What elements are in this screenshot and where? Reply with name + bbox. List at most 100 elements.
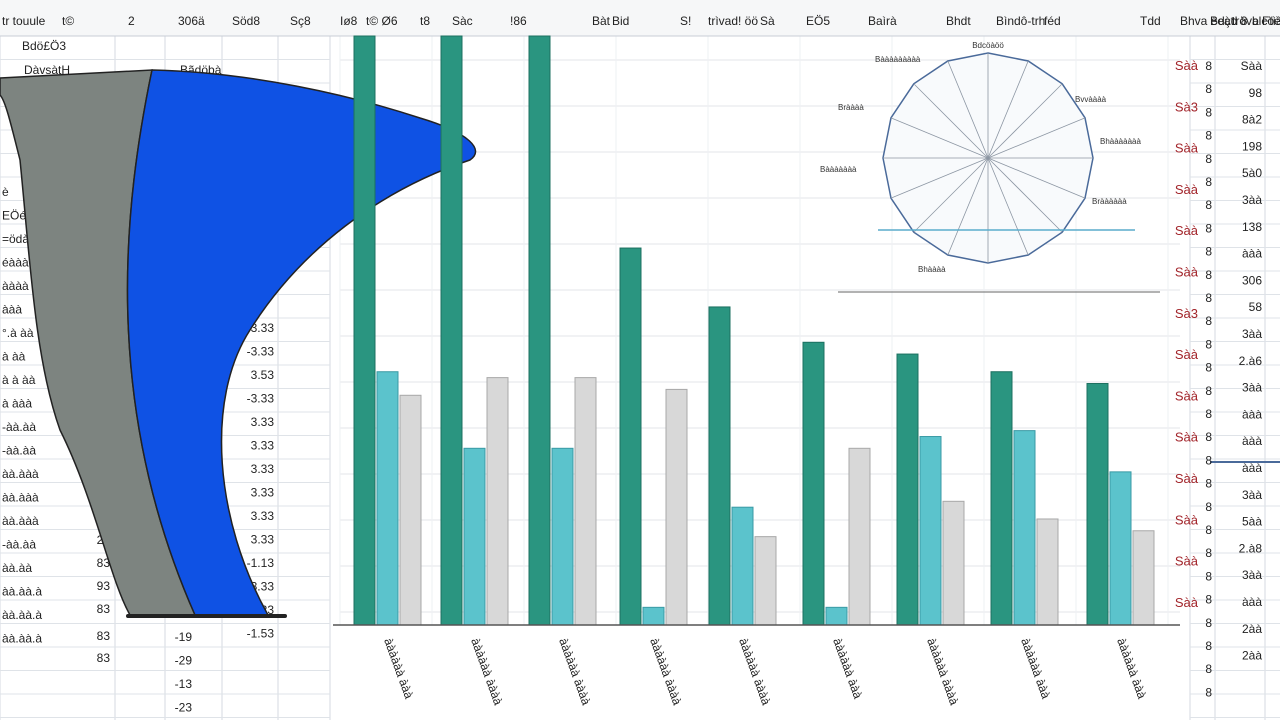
right-red-cell: Sàà: [1175, 430, 1199, 445]
bar-s2-c6: [825, 606, 848, 626]
col-a-cell: àà.ààà: [2, 514, 39, 528]
col-d-cell: 3.33: [251, 533, 275, 547]
header-cell-text: EÖ5: [806, 14, 830, 28]
right-col2-cell: ààà: [1242, 247, 1262, 261]
x-tick-label: àààààà ààà: [1018, 636, 1053, 701]
right-col1-cell: 8: [1205, 337, 1212, 351]
col-d-cell: -1.53: [247, 627, 275, 641]
header-cell-text: Bàt: [592, 14, 611, 28]
right-col2-cell: 8à2: [1242, 113, 1262, 127]
right-col1-cell: 8: [1205, 616, 1212, 630]
x-tick-label: àààààà àààà: [736, 636, 773, 707]
right-red-cell: Sàà: [1175, 141, 1199, 156]
x-tick-label: àààààà ààà: [830, 636, 865, 701]
col-a-cell: àà.ààà: [2, 491, 39, 505]
col-a-cell: àà.àà: [2, 561, 32, 575]
funnel-chart: [0, 69, 477, 618]
right-col1-cell: 8: [1205, 546, 1212, 560]
col-d-cell: -3.33: [247, 345, 275, 359]
col-b-cell: 83: [97, 629, 111, 643]
bar-s1-c4: [619, 247, 642, 626]
bar-s1-c6: [802, 341, 825, 626]
header-cell-text: Sàc: [452, 14, 473, 28]
right-red-cell: Sàà: [1175, 182, 1199, 197]
bar-s3-c5: [754, 536, 777, 626]
right-red-cell: Sàà: [1175, 554, 1199, 569]
right-col2-cell: 2àà: [1242, 622, 1262, 636]
header-cell-text: Bhva éeàd 8: [1180, 14, 1248, 28]
right-columns: Sàà Sà3 Sàà Sàà Sàà Sàà Sà3 Sàà Sàà Sàà Sàà Sàà Sàà S…: [1175, 58, 1262, 699]
bar-s3-c8: [1036, 518, 1059, 626]
bar-s3-c7: [942, 500, 965, 626]
header-cell-text: Bid: [612, 14, 629, 28]
col-a-cell: àà.àà.à: [2, 632, 42, 646]
bar-s2-c1: [376, 371, 399, 626]
col-c-cell: -13: [175, 677, 193, 691]
header-cell-text: !86: [510, 14, 527, 28]
radar-spoke: [987, 60, 1029, 159]
col-b-cell: 83: [97, 651, 111, 665]
radar-spoke: [987, 157, 1029, 256]
bar-s2-c8: [1013, 430, 1036, 626]
right-col1-cell: 8: [1205, 500, 1212, 514]
right-col2-cell: 198: [1242, 139, 1262, 153]
right-col2-cell: 3àà: [1242, 193, 1262, 207]
right-red-cell: Sàà: [1175, 388, 1199, 403]
x-tick-label: àààààà àààà: [468, 636, 505, 707]
bar-s2-c4: [642, 606, 665, 626]
right-col1-cell: 8: [1205, 523, 1212, 537]
col-d-cell: 3.33: [251, 439, 275, 453]
col-a-cell: éààà: [2, 256, 29, 270]
col-a-cell: -àà.àà: [2, 420, 36, 434]
right-col2-cell: Sàà: [1241, 59, 1263, 73]
radar-spoke: [947, 60, 989, 159]
right-col1-cell: 8: [1205, 291, 1212, 305]
right-red-cell: Sàà: [1175, 595, 1199, 610]
bar-s1-c1: [353, 35, 376, 626]
header-cell-text: Baìrà: [868, 14, 897, 28]
right-col2-cell: 58: [1249, 300, 1263, 314]
right-col2-cell: ààà: [1242, 407, 1262, 421]
radar-spoke: [987, 117, 1086, 159]
bar-s2-c2: [463, 447, 486, 626]
header-cell-text: t©: [62, 14, 74, 28]
col-a-cell: àà.àà.à: [2, 608, 42, 622]
right-col1-cell: 8: [1205, 59, 1212, 73]
bar-s3-c9: [1132, 530, 1155, 626]
header-cell-text: Tdd: [1140, 14, 1161, 28]
col-a-cell: àààà: [2, 279, 29, 293]
col-d-cell: -3.33: [247, 392, 275, 406]
header-cell-text: t8: [420, 14, 430, 28]
right-col1-cell: 8: [1205, 314, 1212, 328]
header-cell-text: 306ä: [178, 14, 205, 28]
subheader-text: DàvsàtH: [24, 63, 70, 77]
col-c-cell: -19: [175, 630, 193, 644]
col-a-cell: à à àà: [2, 373, 36, 387]
right-col2-cell: 5àà: [1242, 515, 1262, 529]
right-red-cell: Sàà: [1175, 347, 1199, 362]
col-d-cell: 3.53: [251, 368, 275, 382]
radar-axis-label: Bdcöàöö: [972, 41, 1004, 50]
right-col1-cell: 8: [1205, 453, 1212, 467]
bar-s2-c7: [919, 436, 942, 626]
header-cell-text: féd: [1044, 14, 1061, 28]
right-col1-cell: 8: [1205, 105, 1212, 119]
right-col1-cell: 8: [1205, 407, 1212, 421]
right-col2-cell: 3àà: [1242, 488, 1262, 502]
header-cell-text: tröva Ftìàtí: [1232, 14, 1280, 28]
right-col2-cell: 2.à6: [1239, 354, 1263, 368]
header-cell-text: S!: [680, 14, 691, 28]
radar-axis-label: Bràààààà: [1092, 197, 1127, 206]
x-tick-label: àààààà àààà: [647, 636, 684, 707]
x-tick-label: àààààà àààà: [924, 636, 961, 707]
col-a-cell: è: [2, 185, 9, 199]
header-cell-text: Sç8: [290, 14, 311, 28]
bar-s2-c3: [551, 447, 574, 626]
radar-spoke: [913, 83, 989, 159]
right-col2-cell: 306: [1242, 273, 1262, 287]
right-col1-cell: 8: [1205, 384, 1212, 398]
right-red-cell: Sàà: [1175, 512, 1199, 527]
radar-spoke: [987, 157, 1063, 233]
bar-s3-c3: [574, 377, 597, 626]
funnel-blue-shape: [126, 69, 477, 616]
